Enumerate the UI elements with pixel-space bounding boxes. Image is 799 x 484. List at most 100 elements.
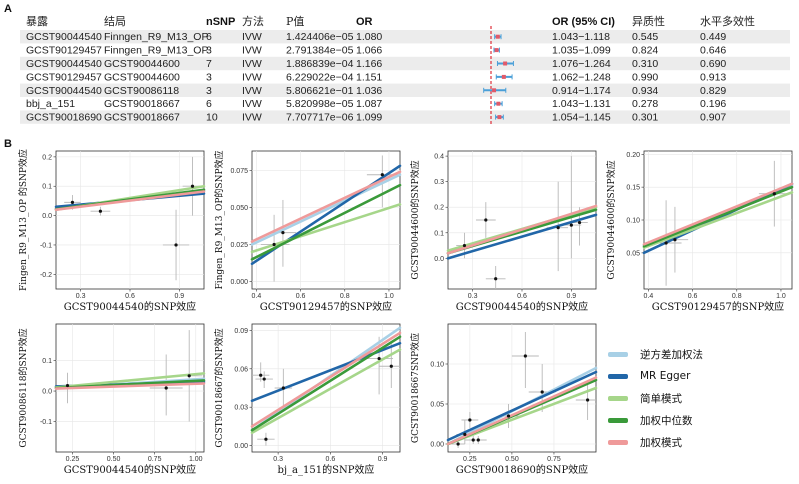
x-tick-label: 0.6 [325, 456, 335, 463]
y-tick-label: 0.10 [626, 218, 640, 225]
cell-nsnp: 6 [206, 31, 212, 43]
x-tick-label: 0.75 [148, 456, 162, 463]
legend-item-ivw: 逆方差加权法 [608, 346, 703, 362]
results-table: 暴露 结局 nSNP 方法 P值 OR OR (95% CI) 异质性 水平多效性 GCST900… [20, 14, 790, 124]
cell-ci: 0.914−1.174 [552, 85, 611, 97]
legend-item-wmedian: 加权中位数 [608, 412, 693, 428]
y-tick-label: 0.00 [430, 442, 444, 449]
panel-a-letter: A [4, 3, 12, 15]
x-tick-label: 0.3 [273, 456, 283, 463]
data-point [259, 373, 263, 377]
x-tick-label: 0.4 [644, 293, 654, 300]
cell-ci: 1.076−1.264 [552, 58, 611, 70]
x-tick-label: 0.4 [252, 293, 262, 300]
plot-area [251, 150, 401, 290]
x-tick-label: 0.9 [378, 456, 388, 463]
data-point [471, 438, 475, 442]
x-tick-label: 0.9 [566, 293, 576, 300]
x-tick-label: 0.50 [505, 456, 519, 463]
cell-outcome: Finngen_R9_M13_OP [104, 31, 208, 43]
cell-het: 0.310 [632, 58, 658, 70]
regression-line-wmode [446, 204, 598, 255]
y-tick-label: -0.2 [40, 272, 52, 279]
cell-outcome: GCST90044600 [104, 71, 180, 83]
data-point [476, 438, 480, 442]
data-point [772, 192, 776, 196]
legend-item-simple: 简单模式 [608, 390, 682, 406]
regression-line-egger [446, 370, 598, 442]
cell-nsnp: 3 [206, 45, 212, 57]
cell-het: 0.278 [632, 98, 658, 110]
table-header: 方法 [242, 14, 264, 28]
y-axis-title: GCST90018667SNP效应 [409, 333, 421, 443]
regression-line-wmedian [250, 183, 402, 261]
cell-p: 1.886839e−04 [286, 58, 354, 70]
cell-nsnp: 3 [206, 71, 212, 83]
cell-ci: 1.062−1.248 [552, 71, 611, 83]
y-tick-label: 0.1 [42, 358, 52, 365]
cell-pleio: 0.449 [700, 31, 726, 43]
scatter-chart-5: 0.25 0.50 0.75 1.00 -0.1 0.0 0.1 GCST90044540的S… [16, 320, 208, 483]
data-point [70, 200, 75, 204]
table-row-stripe [20, 30, 790, 44]
regression-line-wmedian [642, 185, 794, 248]
cell-pleio: 0.907 [700, 112, 726, 124]
regression-line-wmode [250, 170, 402, 243]
cell-outcome: GCST90086118 [104, 85, 179, 97]
cell-or: 1.066 [356, 45, 382, 57]
data-point [494, 277, 498, 281]
cell-p: 5.806621e−01 [286, 85, 354, 97]
cell-pleio: 0.646 [700, 45, 726, 57]
cell-ci: 1.035−1.099 [552, 45, 611, 57]
cell-outcome: GCST90044600 [104, 58, 180, 70]
data-point [577, 220, 582, 225]
data-point [456, 442, 460, 446]
regression-line-egger [446, 213, 598, 260]
y-tick-label: 0.025 [230, 242, 248, 249]
data-point [281, 231, 285, 235]
x-tick-label: 0.25 [463, 456, 477, 463]
data-point [523, 354, 527, 358]
y-tick-label: 0.4 [434, 154, 444, 161]
scatter-chart-6: 0.3 0.6 0.9 0.00 0.03 0.06 0.09 bj_a_151的SNP效应 G… [212, 320, 404, 483]
regression-line-simple [250, 348, 402, 435]
y-tick-label: 0.03 [234, 405, 248, 412]
cell-het: 0.990 [632, 71, 658, 83]
table-row-stripe [20, 56, 790, 71]
y-tick-label: 0.0 [42, 213, 52, 220]
y-tick-label: 0.1 [434, 230, 444, 237]
cell-or: 1.036 [356, 85, 382, 97]
cell-het: 0.934 [632, 85, 658, 97]
cell-pleio: 0.913 [700, 71, 726, 83]
table-row-stripe [20, 83, 790, 97]
data-point [174, 243, 178, 247]
data-point [484, 218, 488, 222]
regression-line-wmedian [250, 335, 402, 432]
scatter-svg: 0.3 0.6 0.9 0.00 0.03 0.06 0.09 bj_a_151的SNP效应 G… [213, 323, 402, 476]
data-point [262, 377, 266, 381]
cell-outcome: GCST90018667 [104, 112, 180, 124]
x-axis-title: GCST90044540的SNP效应 [64, 463, 196, 476]
forest-point [496, 101, 501, 106]
forest-point [497, 115, 502, 120]
panel-b-letter: B [4, 138, 12, 150]
cell-or: 1.087 [356, 98, 382, 110]
cell-pleio: 0.829 [700, 85, 726, 97]
table-header: OR [356, 16, 373, 28]
y-tick-label: 0.000 [230, 279, 248, 286]
x-tick-label: 0.8 [732, 293, 742, 300]
x-tick-label: 0.75 [547, 456, 561, 463]
data-point [190, 184, 195, 188]
data-point [380, 173, 384, 177]
regression-line-simple [250, 203, 402, 254]
y-tick-label: 0.05 [626, 250, 640, 257]
x-axis-title: GCST90129457的SNP效应 [260, 300, 392, 313]
x-tick-label: 1.0 [384, 293, 394, 300]
regression-line-simple [54, 372, 206, 389]
data-point [65, 383, 70, 388]
cell-exposure: GCST90018690 [26, 112, 102, 124]
data-point [673, 238, 677, 242]
y-tick-label: 0.050 [230, 205, 248, 212]
data-point [272, 242, 276, 247]
cell-exposure: GCST90044540 [26, 31, 102, 43]
